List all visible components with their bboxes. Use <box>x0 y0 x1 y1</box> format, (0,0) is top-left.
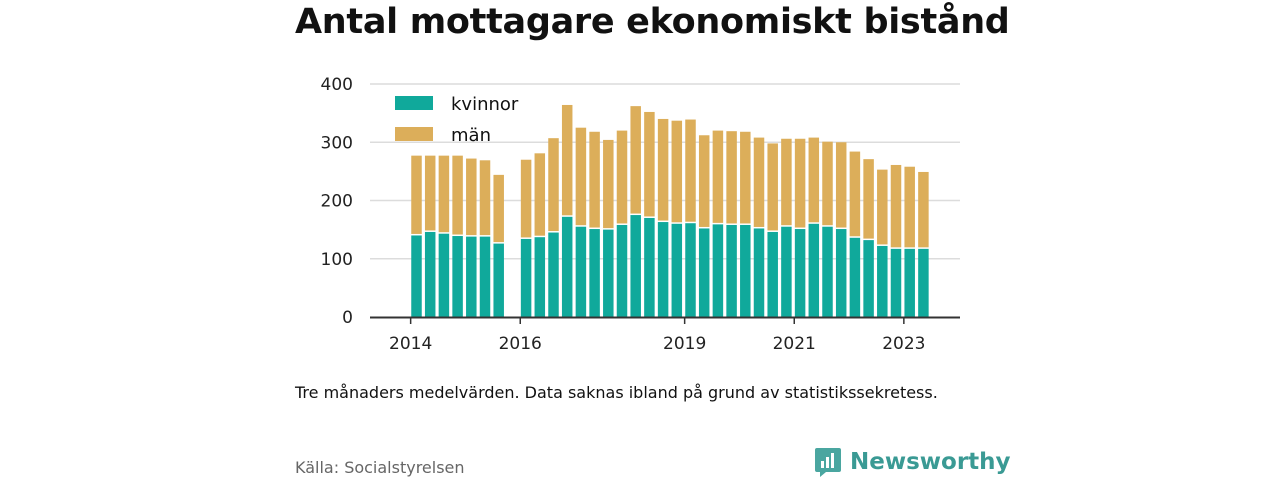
bar-man <box>863 159 874 239</box>
source-note: Källa: Socialstyrelsen <box>295 458 465 477</box>
bar-kvinnor <box>561 216 573 317</box>
bar-kvinnor <box>671 223 683 317</box>
bar-man <box>411 155 422 234</box>
bar-kvinnor <box>685 223 696 317</box>
bar-kvinnor <box>822 226 833 317</box>
bar-man <box>520 159 532 238</box>
bar-man <box>835 142 847 228</box>
bar-kvinnor <box>424 231 436 317</box>
bar-man <box>794 138 806 228</box>
newsworthy-logo-icon <box>815 448 841 477</box>
newsworthy-brand[interactable]: Newsworthy <box>814 446 1011 478</box>
bar-kvinnor <box>753 228 765 317</box>
brand-name: Newsworthy <box>850 449 1011 475</box>
bar-man <box>753 137 765 227</box>
legend-swatch <box>395 96 433 110</box>
bar-kvinnor <box>890 248 902 317</box>
bar-man <box>657 118 669 221</box>
bar-kvinnor <box>466 236 477 317</box>
bar-man <box>603 139 614 229</box>
bar-kvinnor <box>479 236 491 317</box>
bar-man <box>493 174 504 243</box>
x-tick-label: 2023 <box>882 334 925 354</box>
bar-man <box>808 137 820 223</box>
bar-kvinnor <box>918 248 929 317</box>
bar-kvinnor <box>520 238 532 317</box>
bar-man <box>740 131 751 224</box>
bar-man <box>575 127 587 226</box>
bar-kvinnor <box>493 243 504 317</box>
bar-kvinnor <box>794 229 806 317</box>
bar-kvinnor <box>534 237 546 317</box>
bar-man <box>685 119 696 222</box>
bar-man <box>589 131 600 228</box>
bar-kvinnor <box>863 240 874 317</box>
bar-man <box>781 138 792 226</box>
bar-kvinnor <box>411 235 422 317</box>
bar-kvinnor <box>904 248 915 317</box>
chart-title: Antal mottagare ekonomiskt bistånd <box>295 2 1010 42</box>
bar-kvinnor <box>575 226 587 317</box>
bar-man <box>644 111 655 217</box>
bar-man <box>452 155 463 235</box>
bar-kvinnor <box>452 236 463 317</box>
bar-kvinnor <box>657 222 669 317</box>
bar-man <box>698 135 710 227</box>
bar-kvinnor <box>698 228 710 317</box>
bar-man <box>424 155 436 231</box>
bar-man <box>438 155 450 233</box>
x-tick-label: 2016 <box>499 334 542 354</box>
legend-label: män <box>451 125 491 146</box>
x-tick-label: 2019 <box>663 334 706 354</box>
bar-kvinnor <box>767 231 778 317</box>
bar-kvinnor <box>616 224 628 317</box>
bar-kvinnor <box>877 245 888 317</box>
bar-kvinnor <box>712 224 724 317</box>
bar-man <box>479 160 491 236</box>
x-tick-label: 2014 <box>389 334 432 354</box>
bar-man <box>890 164 902 248</box>
bar-kvinnor <box>630 215 641 317</box>
y-tick-label: 400 <box>321 75 353 95</box>
bar-man <box>630 106 641 214</box>
bar-kvinnor <box>644 217 655 317</box>
bar-kvinnor <box>589 229 600 317</box>
bar-kvinnor <box>781 226 792 317</box>
bar-kvinnor <box>808 223 820 317</box>
y-tick-label: 0 <box>342 308 353 328</box>
y-tick-label: 100 <box>321 250 353 270</box>
bar-kvinnor <box>835 229 847 317</box>
bar-man <box>822 141 833 226</box>
bar-kvinnor <box>438 233 450 317</box>
chart-caption: Tre månaders medelvärden. Data saknas ib… <box>295 383 938 402</box>
bar-man <box>534 153 546 236</box>
bar-man <box>877 169 888 245</box>
bar-kvinnor <box>603 229 614 317</box>
bar-man <box>712 130 724 223</box>
bar-man <box>918 171 929 248</box>
bar-kvinnor <box>849 237 861 317</box>
bar-man <box>616 130 628 224</box>
bar-man <box>561 104 573 216</box>
y-tick-label: 300 <box>321 133 353 153</box>
bar-man <box>548 138 559 232</box>
bar-kvinnor <box>740 224 751 317</box>
y-tick-label: 200 <box>321 192 353 212</box>
bar-man <box>671 120 683 223</box>
legend-swatch <box>395 127 433 141</box>
bar-man <box>849 151 861 237</box>
bar-kvinnor <box>548 232 559 317</box>
bar-man <box>726 131 737 224</box>
x-tick-label: 2021 <box>773 334 816 354</box>
legend-label: kvinnor <box>451 94 519 115</box>
bar-man <box>767 143 778 231</box>
bar-kvinnor <box>726 224 737 317</box>
bar-man <box>466 158 477 236</box>
bar-man <box>904 166 915 248</box>
